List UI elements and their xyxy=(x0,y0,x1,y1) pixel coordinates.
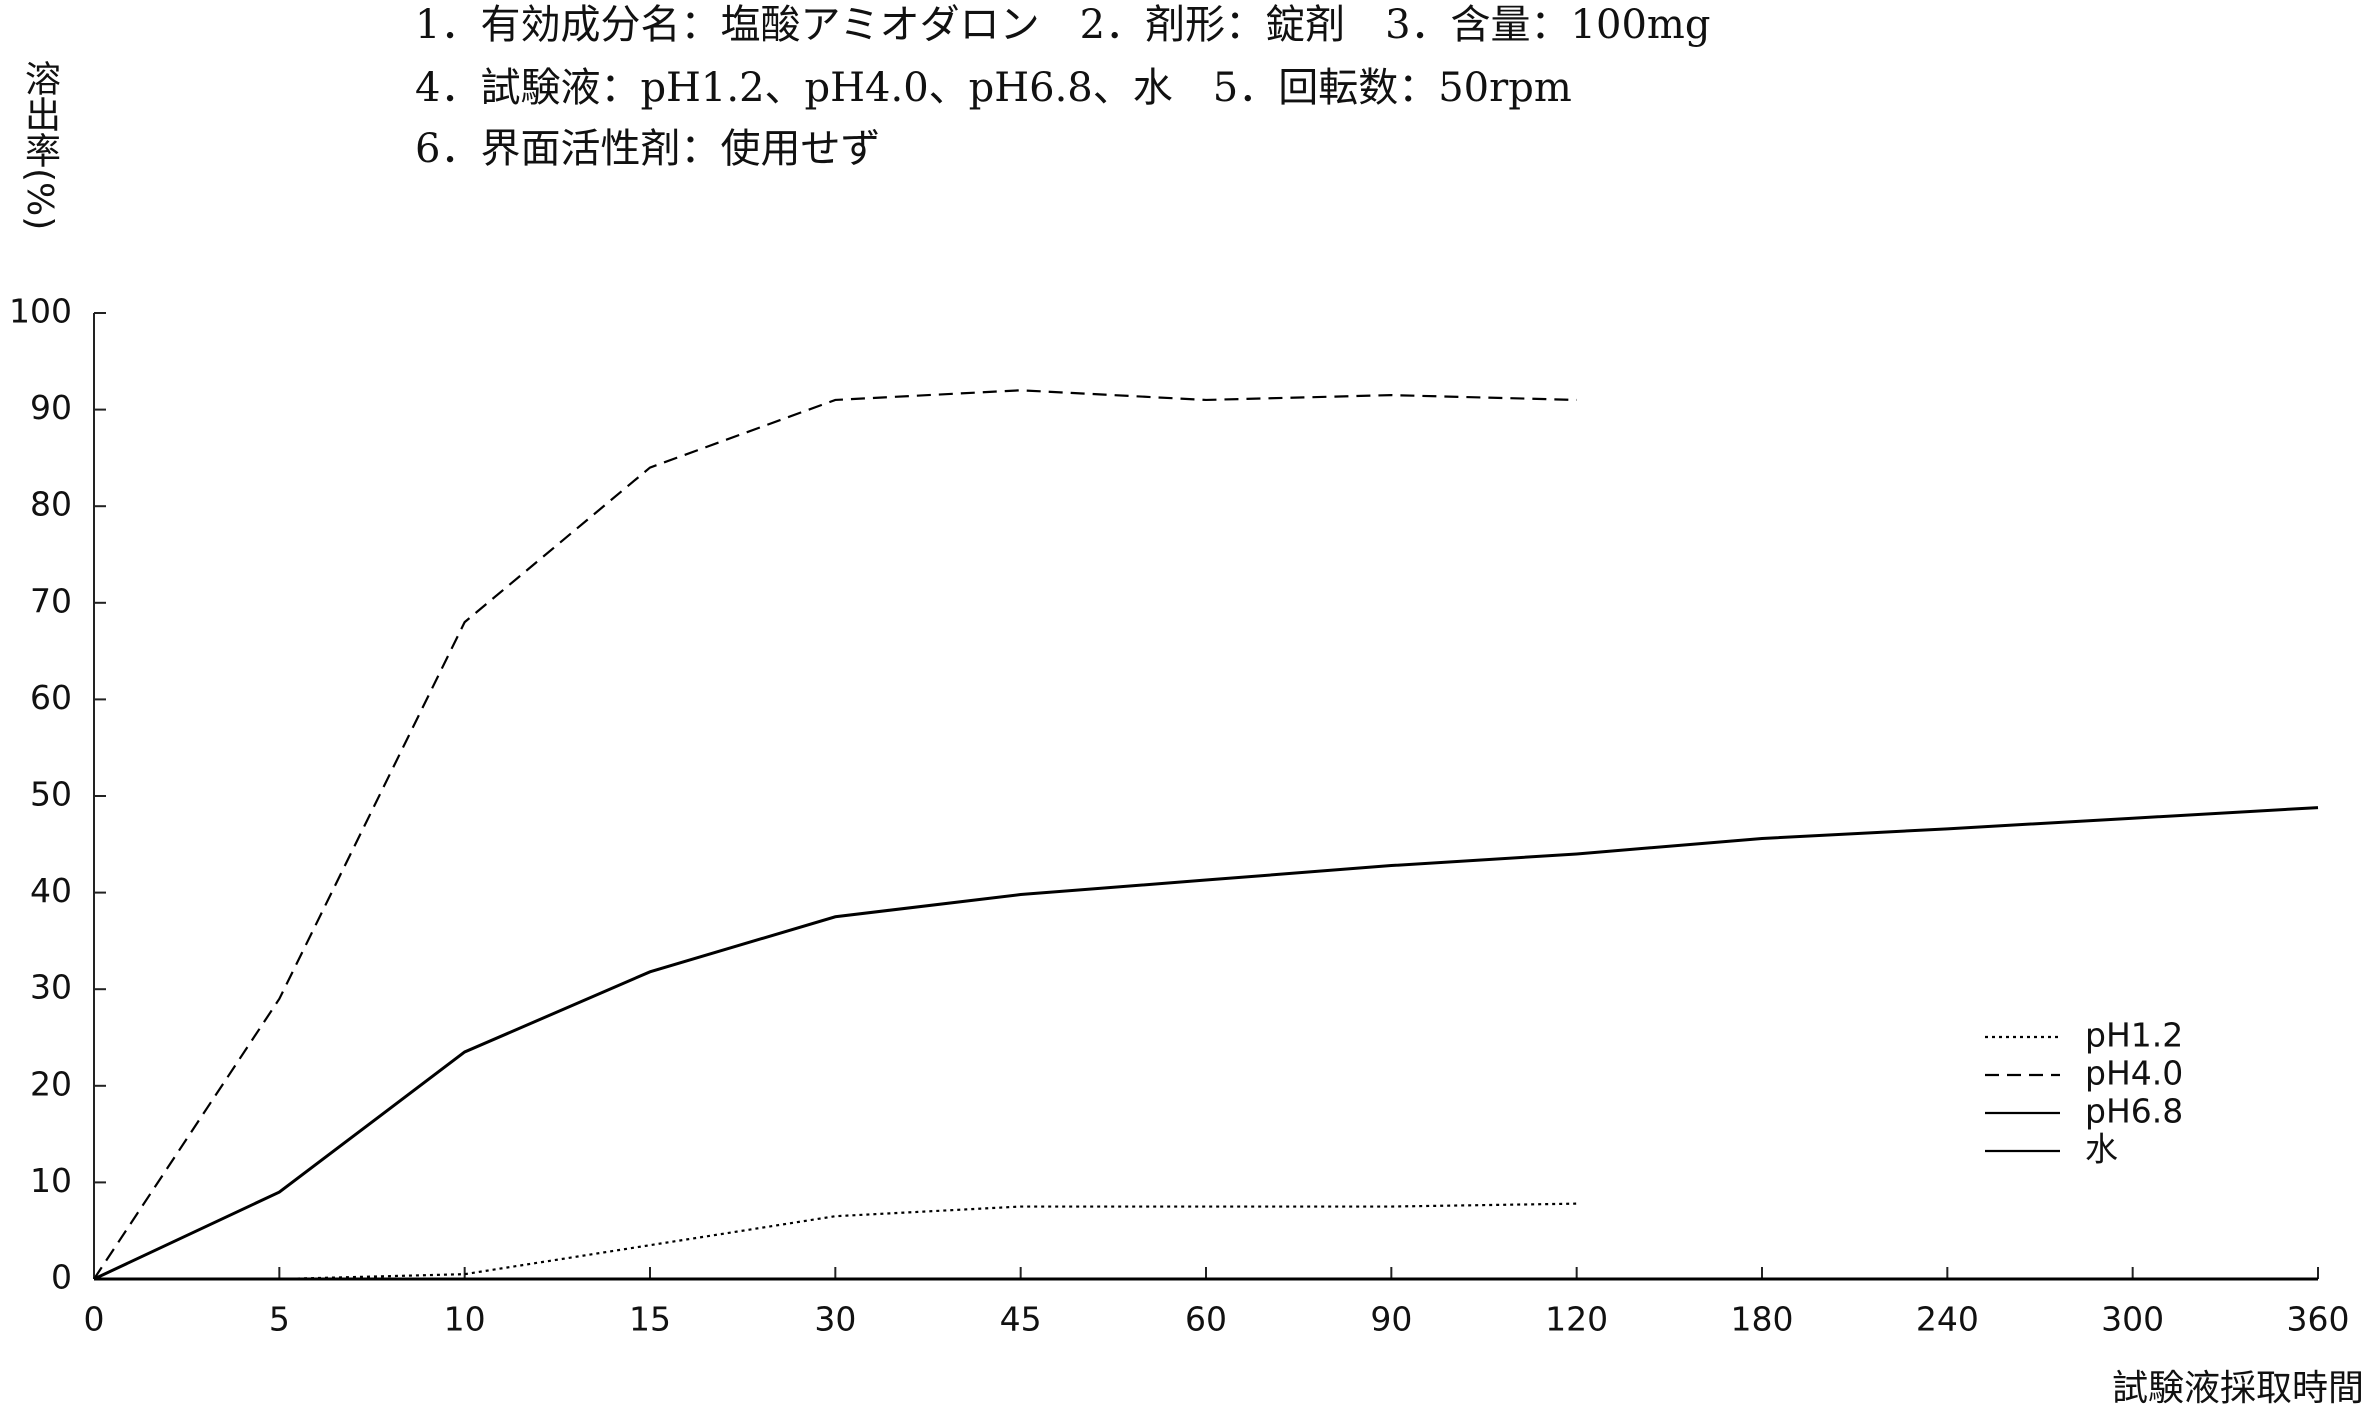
y-tick-label: 70 xyxy=(30,581,72,620)
y-tick-label: 40 xyxy=(30,871,72,910)
y-tick-label: 100 xyxy=(9,292,72,331)
x-tick-label: 360 xyxy=(2287,1300,2350,1339)
y-tick-label: 60 xyxy=(30,678,72,717)
annotation: 4．試験液：pH1.2、pH4.0、pH6.8、水 5．回転数：50rpm xyxy=(415,65,1572,111)
legend-label: pH4.0 xyxy=(2085,1054,2183,1093)
series-line xyxy=(94,1202,1577,1281)
x-axis-label: 試験液採取時間(分) xyxy=(2112,1368,2362,1409)
x-tick-label: 300 xyxy=(2101,1300,2164,1339)
x-tick-label: 60 xyxy=(1185,1300,1227,1339)
x-tick-label: 45 xyxy=(1000,1300,1042,1339)
series-line xyxy=(93,389,1577,1280)
x-tick-label: 30 xyxy=(814,1300,856,1339)
y-tick-label: 10 xyxy=(30,1161,72,1200)
legend-label: pH6.8 xyxy=(2085,1092,2183,1131)
y-tick-label: 20 xyxy=(30,1064,72,1103)
y-tick-label: 80 xyxy=(30,485,72,524)
annotation: 6．界面活性剤：使用せず xyxy=(415,126,880,172)
series-line xyxy=(93,806,2319,1281)
x-tick-label: 10 xyxy=(444,1300,486,1339)
x-tick-label: 5 xyxy=(269,1300,290,1339)
x-tick-label: 180 xyxy=(1731,1300,1794,1339)
x-tick-label: 120 xyxy=(1545,1300,1608,1339)
legend-label: 水 xyxy=(2085,1130,2118,1169)
y-tick-label: 0 xyxy=(51,1258,72,1297)
x-tick-label: 15 xyxy=(629,1300,671,1339)
annotation: 1．有効成分名：塩酸アミオダロン 2．剤形：錠剤 3．含量：100mg xyxy=(415,2,1710,48)
x-tick-label: 90 xyxy=(1370,1300,1412,1339)
y-tick-label: 90 xyxy=(30,388,72,427)
y-tick-label: 30 xyxy=(30,968,72,1007)
y-tick-label: 50 xyxy=(30,775,72,814)
x-tick-label: 0 xyxy=(84,1300,105,1339)
y-axis-label: 溶出率(%) xyxy=(19,60,60,231)
legend-label: pH1.2 xyxy=(2085,1016,2183,1055)
x-tick-label: 240 xyxy=(1916,1300,1979,1339)
